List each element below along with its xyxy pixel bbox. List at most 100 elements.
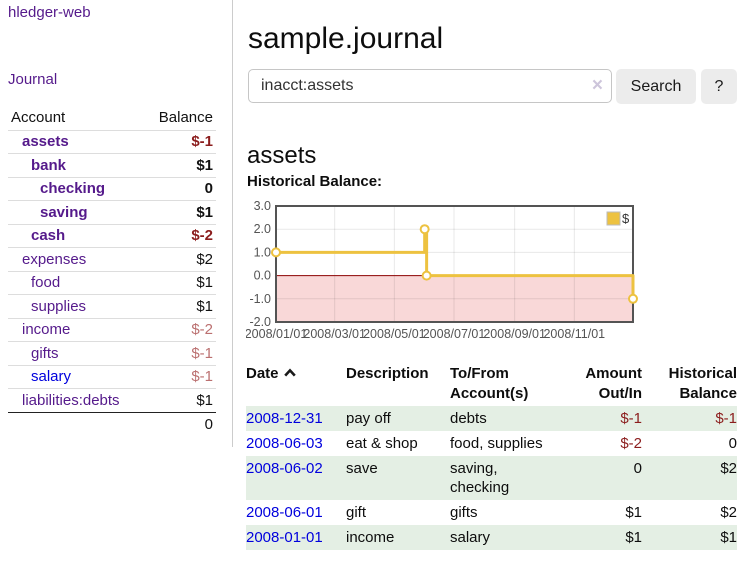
register-table: Date Description To/From Account(s) Amou… bbox=[246, 362, 737, 550]
transaction-balance: $1 bbox=[720, 529, 737, 546]
chart-ytick-label: 0.0 bbox=[254, 269, 271, 283]
transaction-balance: 0 bbox=[728, 435, 737, 452]
account-row: checking 0 bbox=[8, 176, 216, 201]
transaction-date-link[interactable]: 2008-12-31 bbox=[246, 410, 323, 427]
account-link-gifts[interactable]: gifts bbox=[31, 344, 59, 362]
account-link-cash[interactable]: cash bbox=[31, 227, 66, 245]
account-link-liabilities-debts[interactable]: liabilities:debts bbox=[22, 391, 120, 409]
accounts-total-value: 0 bbox=[144, 411, 216, 436]
chart-xtick-label: 2008/03/01 bbox=[303, 327, 366, 341]
table-row: 2008-06-01 gift gifts $1 $2 bbox=[246, 500, 737, 525]
account-balance: $1 bbox=[144, 153, 216, 177]
chart-data-point bbox=[271, 247, 281, 258]
accounts-header-account: Account bbox=[11, 109, 66, 127]
account-link-food[interactable]: food bbox=[31, 274, 61, 292]
chart-legend-swatch bbox=[606, 211, 621, 226]
chart-negative-region bbox=[276, 275, 633, 322]
chart-plot-border bbox=[275, 205, 634, 323]
account-row: income $-2 bbox=[8, 317, 216, 342]
account-balance: $-2 bbox=[144, 317, 216, 342]
search-box: × bbox=[248, 69, 612, 103]
account-row: assets $-1 bbox=[8, 129, 216, 154]
search-input[interactable] bbox=[249, 70, 583, 102]
historical-balance-chart: 3.0 2.0 1.0 0.0 -1.0 -2.02008/01/012008/03/01… bbox=[246, 199, 638, 341]
accounts-total-row: 0 bbox=[8, 411, 216, 436]
sidebar-journal-link[interactable]: Journal bbox=[8, 71, 58, 88]
chart-ytick-label: 3.0 bbox=[254, 199, 271, 213]
sort-ascending-icon bbox=[283, 364, 297, 384]
transaction-date-link[interactable]: 2008-06-03 bbox=[246, 435, 323, 452]
transaction-date-link[interactable]: 2008-06-02 bbox=[246, 460, 323, 477]
chart-ytick-label: 2.0 bbox=[254, 222, 271, 236]
transaction-amount: $1 bbox=[625, 504, 642, 521]
transaction-accounts: food, supplies bbox=[450, 435, 543, 452]
sidebar: hledger-web Journal Account Balance asse… bbox=[0, 0, 233, 447]
account-link-checking[interactable]: checking bbox=[40, 180, 106, 198]
page-title: sample.journal bbox=[248, 22, 444, 56]
chart-xtick-label: 2008/11/01 bbox=[543, 327, 605, 341]
app-title-link[interactable]: hledger-web bbox=[8, 4, 91, 21]
clear-search-icon[interactable]: × bbox=[591, 75, 603, 96]
chart-data-point bbox=[419, 224, 430, 235]
transaction-accounts: debts bbox=[450, 410, 487, 427]
help-button[interactable]: ? bbox=[701, 69, 737, 104]
account-row: food $1 bbox=[8, 270, 216, 295]
register-header-description: Description bbox=[346, 365, 429, 382]
transaction-description: income bbox=[346, 529, 395, 546]
transaction-accounts: gifts bbox=[450, 504, 478, 521]
transaction-accounts: saving, checking bbox=[450, 460, 510, 496]
account-row: bank $1 bbox=[8, 153, 216, 177]
accounts-total-spacer bbox=[8, 411, 145, 436]
chart-xtick-label: 2008/07/01 bbox=[423, 327, 486, 341]
account-balance: $-1 bbox=[144, 341, 216, 365]
transaction-balance: $2 bbox=[720, 460, 737, 477]
account-link-expenses[interactable]: expenses bbox=[22, 250, 87, 268]
account-row: liabilities:debts $1 bbox=[8, 388, 216, 412]
account-link-assets[interactable]: assets bbox=[22, 133, 69, 151]
chart-ytick-label: 1.0 bbox=[254, 245, 271, 259]
transaction-date-link[interactable]: 2008-06-01 bbox=[246, 504, 323, 521]
account-link-income[interactable]: income bbox=[22, 321, 71, 339]
account-balance: $1 bbox=[144, 388, 216, 412]
transaction-balance: $2 bbox=[720, 504, 737, 521]
transaction-amount: $-1 bbox=[620, 410, 642, 427]
transaction-balance: $-1 bbox=[715, 410, 737, 427]
table-row: 2008-06-03 eat & shop food, supplies $-2 0 bbox=[246, 431, 737, 456]
account-balance: $1 bbox=[144, 270, 216, 295]
chart-data-point bbox=[628, 293, 638, 304]
chart-title: Historical Balance: bbox=[247, 173, 383, 190]
table-row: 2008-01-01 income salary $1 $1 bbox=[246, 525, 737, 550]
transaction-description: save bbox=[346, 460, 378, 477]
account-link-salary[interactable]: salary bbox=[31, 368, 72, 386]
account-link-supplies[interactable]: supplies bbox=[31, 297, 87, 315]
chart-legend-label: $ bbox=[622, 211, 630, 226]
register-header-balance: Historical Balance bbox=[668, 365, 737, 402]
date-header-label: Date bbox=[246, 365, 279, 382]
accounts-header-row: Account Balance bbox=[8, 106, 216, 130]
chart-data-point bbox=[421, 270, 432, 281]
account-heading: assets bbox=[247, 141, 317, 169]
account-balance: $1 bbox=[144, 200, 216, 224]
account-row: expenses $2 bbox=[8, 247, 216, 271]
register-header-row: Date Description To/From Account(s) Amou… bbox=[246, 362, 737, 406]
account-link-bank[interactable]: bank bbox=[31, 156, 67, 174]
account-link-saving[interactable]: saving bbox=[40, 203, 88, 221]
account-balance: $1 bbox=[144, 294, 216, 318]
transaction-description: gift bbox=[346, 504, 367, 521]
account-row: saving $1 bbox=[8, 200, 216, 224]
accounts-header-balance: Balance bbox=[158, 109, 213, 127]
chart-xtick-label: 2008/01/01 bbox=[246, 327, 307, 341]
transaction-amount: $-2 bbox=[620, 435, 642, 452]
account-balance: $-1 bbox=[144, 129, 216, 154]
search-button[interactable]: Search bbox=[616, 69, 696, 104]
register-header-accounts: To/From Account(s) bbox=[450, 365, 529, 402]
chart-ytick-label: -1.0 bbox=[249, 292, 271, 306]
transaction-date-link[interactable]: 2008-01-01 bbox=[246, 529, 323, 546]
register-header-date[interactable]: Date bbox=[246, 362, 346, 406]
chart-ytick-label: -2.0 bbox=[249, 315, 271, 329]
accounts-table: Account Balance assets $-1 bank $1 checking 0… bbox=[8, 106, 216, 436]
register-header-amount: Amount Out/In bbox=[585, 365, 642, 402]
transaction-description: eat & shop bbox=[346, 435, 418, 452]
transaction-amount: $1 bbox=[625, 529, 642, 546]
